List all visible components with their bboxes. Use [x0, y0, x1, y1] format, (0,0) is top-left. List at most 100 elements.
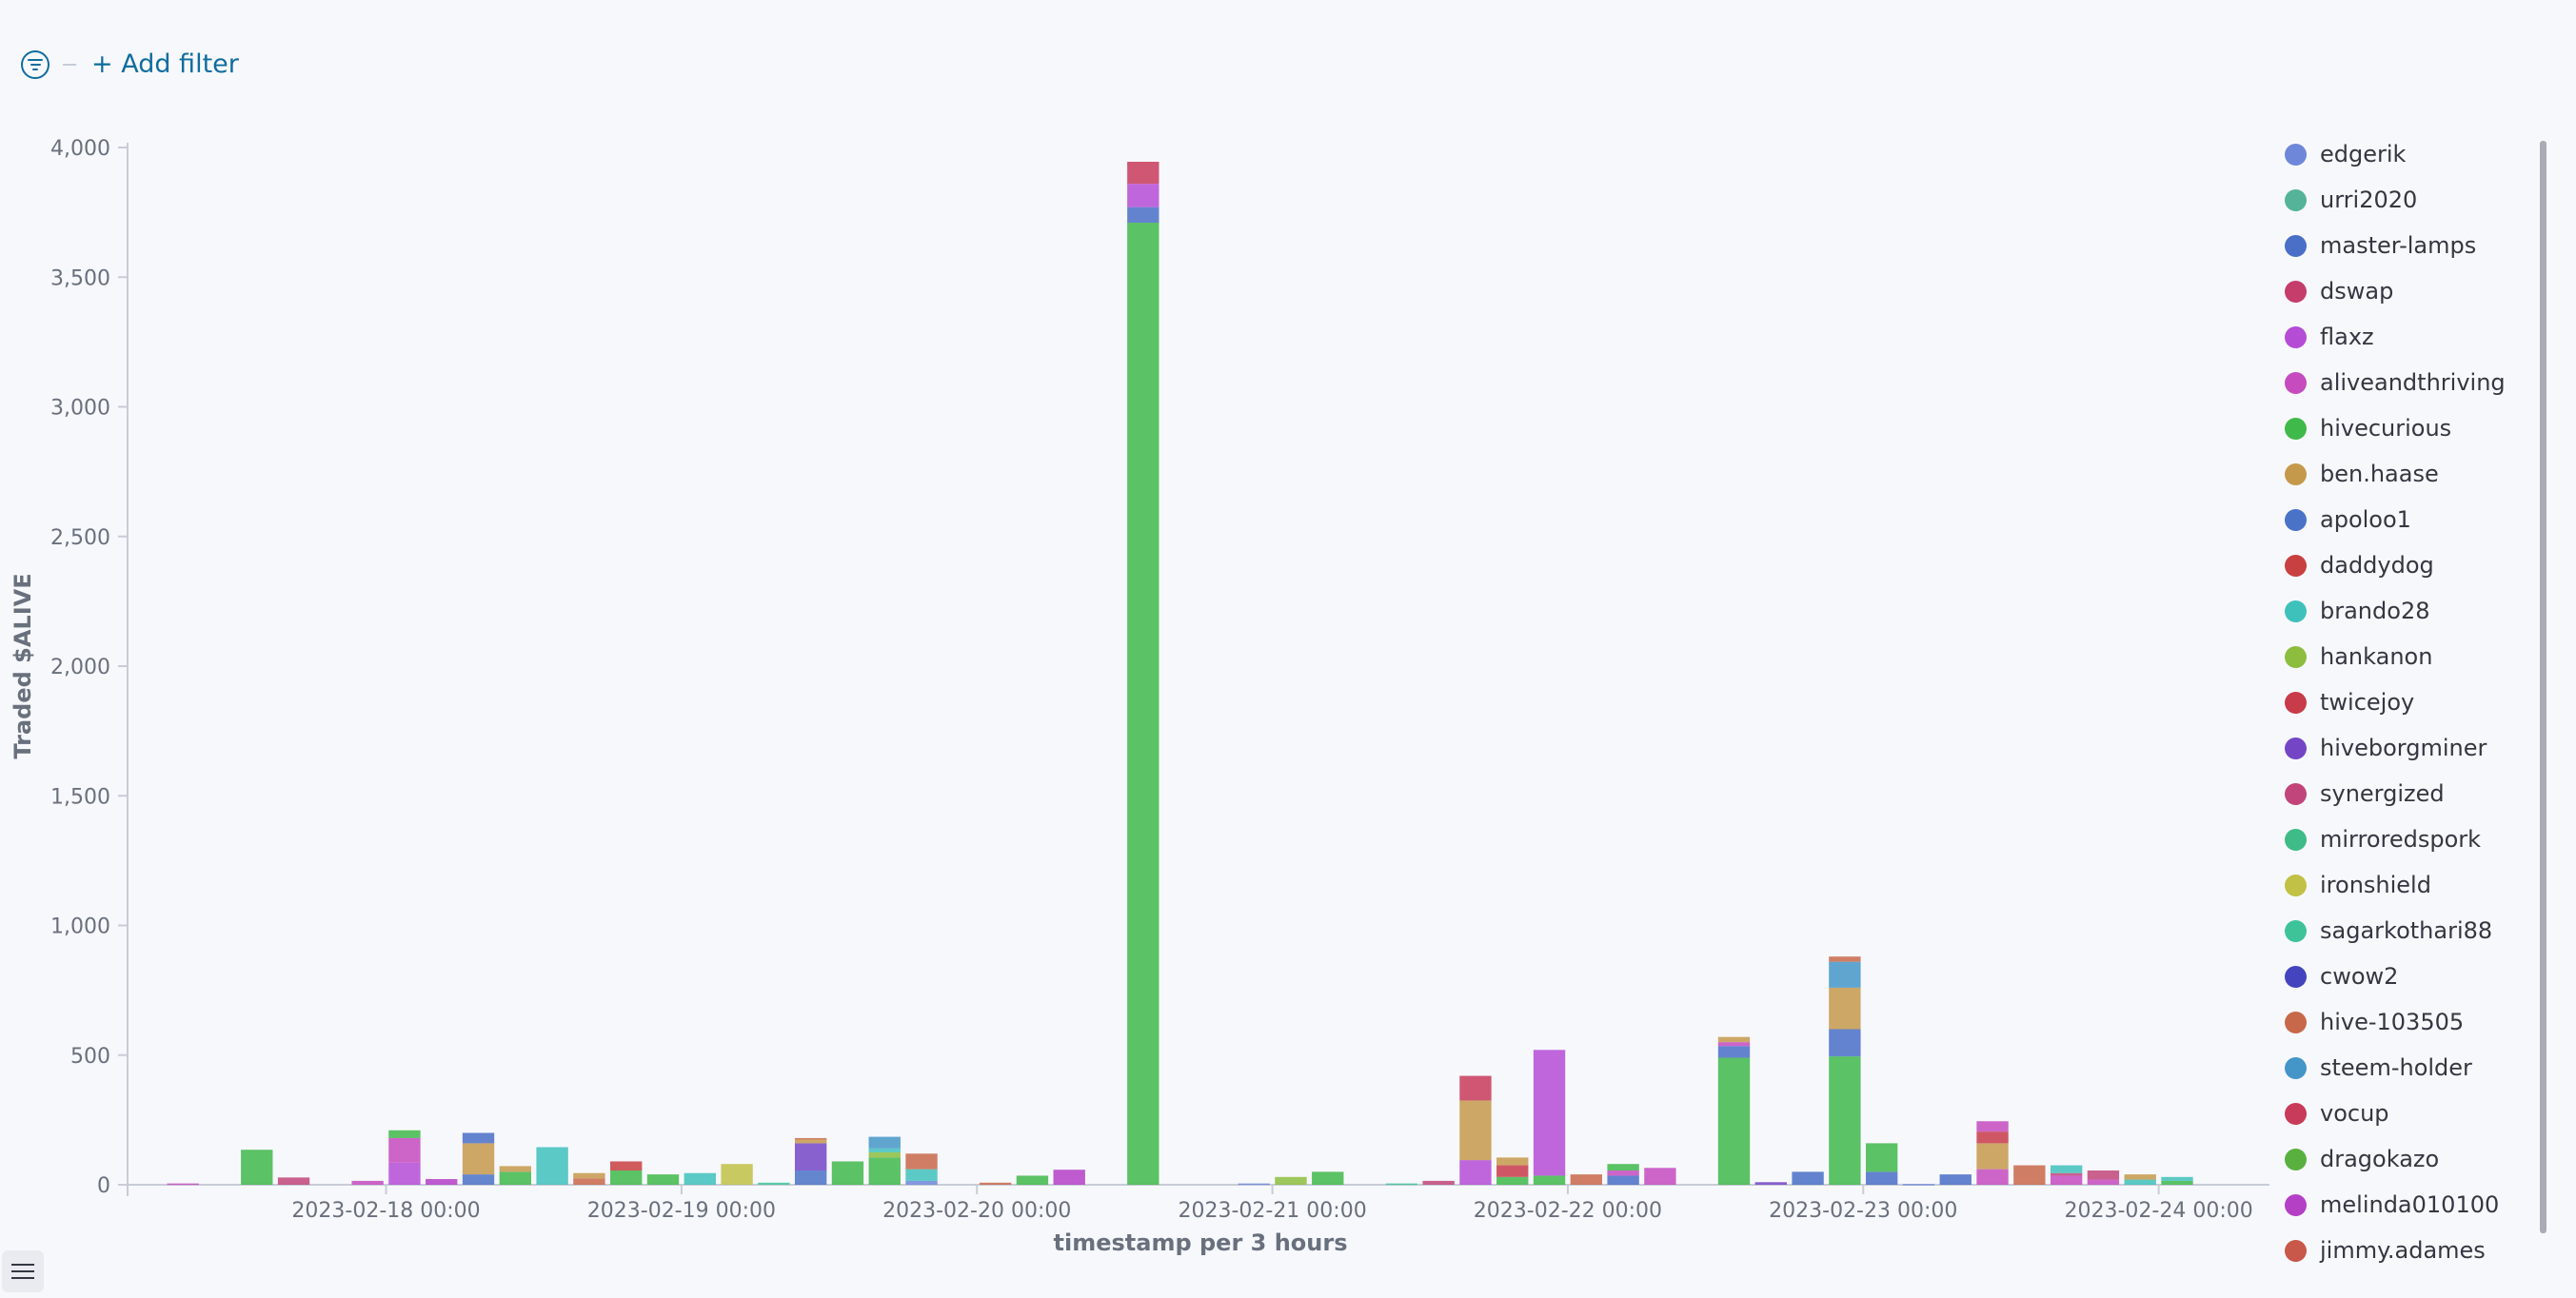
legend-item[interactable]: mirroredspork	[2285, 820, 2481, 858]
bar-segment[interactable]	[1238, 1183, 1270, 1186]
bar-segment[interactable]	[1939, 1174, 1972, 1185]
bar-segment[interactable]	[1865, 1143, 1898, 1172]
legend-item[interactable]: master-lamps	[2285, 226, 2476, 265]
bar-segment[interactable]	[794, 1170, 827, 1185]
bar-segment[interactable]	[388, 1130, 421, 1138]
bar-segment[interactable]	[646, 1174, 680, 1185]
bar-segment[interactable]	[499, 1166, 532, 1172]
bar-segment[interactable]	[1127, 161, 1159, 185]
legend-item[interactable]: hive-103505	[2285, 1003, 2464, 1041]
legend-item[interactable]: aliveandthriving	[2285, 364, 2506, 402]
bar-segment[interactable]	[426, 1179, 458, 1185]
legend-scrollbar[interactable]	[2540, 141, 2546, 1233]
list-icon[interactable]	[2, 1250, 44, 1292]
legend-item[interactable]: apoloo1	[2285, 501, 2411, 539]
legend-item[interactable]: hiveborgminer	[2285, 729, 2487, 767]
bar-segment[interactable]	[1016, 1175, 1049, 1185]
filter-icon[interactable]	[21, 49, 50, 79]
bar-segment[interactable]	[868, 1157, 901, 1185]
bar-segment[interactable]	[1754, 1182, 1787, 1185]
bar-segment[interactable]	[2161, 1176, 2193, 1181]
bar-segment[interactable]	[1976, 1121, 2009, 1132]
legend-item[interactable]: flaxz	[2285, 318, 2374, 356]
bar-segment[interactable]	[1829, 961, 1861, 988]
legend-item[interactable]: sagarkothari88	[2285, 912, 2492, 950]
bar-segment[interactable]	[610, 1161, 643, 1171]
bar-segment[interactable]	[1607, 1164, 1639, 1171]
bar-segment[interactable]	[499, 1171, 532, 1186]
legend-item[interactable]: hivecurious	[2285, 409, 2451, 447]
legend-item[interactable]: daddydog	[2285, 546, 2434, 584]
bar-segment[interactable]	[868, 1148, 901, 1152]
bar-segment[interactable]	[167, 1183, 199, 1186]
bar-segment[interactable]	[794, 1143, 827, 1171]
bar-segment[interactable]	[2050, 1165, 2083, 1173]
bar-segment[interactable]	[2050, 1172, 2083, 1176]
bar-segment[interactable]	[573, 1172, 605, 1179]
bar-segment[interactable]	[979, 1182, 1012, 1185]
bar-segment[interactable]	[1976, 1131, 2009, 1144]
add-filter-button[interactable]: + Add filter	[91, 49, 239, 79]
bar-segment[interactable]	[905, 1153, 938, 1170]
legend-item[interactable]: edgerik	[2285, 135, 2406, 173]
bar-segment[interactable]	[2124, 1174, 2156, 1180]
legend-item[interactable]: synergized	[2285, 775, 2445, 813]
bar-segment[interactable]	[1829, 1056, 1861, 1185]
bar-segment[interactable]	[1717, 1057, 1751, 1185]
legend-item[interactable]: brando28	[2285, 592, 2429, 630]
bar-segment[interactable]	[1127, 206, 1159, 224]
bar-segment[interactable]	[1607, 1170, 1639, 1176]
bar-segment[interactable]	[1902, 1184, 1935, 1186]
bar-segment[interactable]	[1976, 1143, 2009, 1170]
bar-segment[interactable]	[1717, 1046, 1751, 1058]
bar-segment[interactable]	[1533, 1050, 1566, 1176]
bar-segment[interactable]	[794, 1139, 827, 1144]
bar-segment[interactable]	[721, 1164, 753, 1185]
bar-segment[interactable]	[573, 1178, 605, 1185]
legend-item[interactable]: urri2020	[2285, 181, 2417, 219]
bar-segment[interactable]	[388, 1162, 421, 1185]
bar-segment[interactable]	[2161, 1180, 2193, 1185]
bar-segment[interactable]	[1829, 956, 1861, 962]
bar-segment[interactable]	[536, 1147, 568, 1185]
bar-segment[interactable]	[462, 1143, 495, 1175]
bar-segment[interactable]	[351, 1180, 384, 1185]
bar-segment[interactable]	[2050, 1175, 2083, 1185]
bar-segment[interactable]	[1829, 1029, 1861, 1057]
bar-segment[interactable]	[2087, 1170, 2120, 1180]
bar-segment[interactable]	[1496, 1157, 1529, 1166]
bar-segment[interactable]	[1792, 1171, 1824, 1186]
bar-segment[interactable]	[758, 1182, 790, 1185]
legend-item[interactable]: steem-holder	[2285, 1049, 2472, 1087]
bar-segment[interactable]	[1312, 1171, 1344, 1186]
bar-segment[interactable]	[868, 1151, 901, 1158]
bar-segment[interactable]	[1976, 1169, 2009, 1185]
bar-segment[interactable]	[1570, 1174, 1603, 1185]
legend-item[interactable]: vocup	[2285, 1094, 2389, 1132]
bar-segment[interactable]	[277, 1177, 310, 1185]
bar-segment[interactable]	[1717, 1036, 1751, 1043]
legend-item[interactable]: twicejoy	[2285, 683, 2414, 721]
bar-segment[interactable]	[831, 1161, 864, 1185]
bar-segment[interactable]	[462, 1174, 495, 1185]
bar-segment[interactable]	[1533, 1175, 1566, 1185]
bar-segment[interactable]	[1644, 1168, 1676, 1185]
legend-item[interactable]: dragokazo	[2285, 1140, 2439, 1178]
bar-segment[interactable]	[1127, 184, 1159, 207]
bar-segment[interactable]	[1275, 1176, 1307, 1185]
legend-item[interactable]: melinda010100	[2285, 1186, 2499, 1224]
bar-segment[interactable]	[610, 1170, 643, 1185]
bar-segment[interactable]	[1422, 1180, 1455, 1185]
bar-segment[interactable]	[1607, 1175, 1639, 1185]
bar-segment[interactable]	[868, 1136, 901, 1149]
bar-segment[interactable]	[794, 1137, 827, 1140]
bar-segment[interactable]	[2013, 1165, 2046, 1185]
legend-item[interactable]: dswap	[2285, 272, 2393, 310]
bar-segment[interactable]	[1717, 1042, 1751, 1047]
bar-segment[interactable]	[462, 1132, 495, 1144]
bar-segment[interactable]	[1385, 1183, 1418, 1186]
bar-segment[interactable]	[241, 1150, 273, 1185]
bar-segment[interactable]	[2087, 1179, 2120, 1185]
bar-segment[interactable]	[388, 1137, 421, 1163]
bar-segment[interactable]	[684, 1172, 716, 1185]
